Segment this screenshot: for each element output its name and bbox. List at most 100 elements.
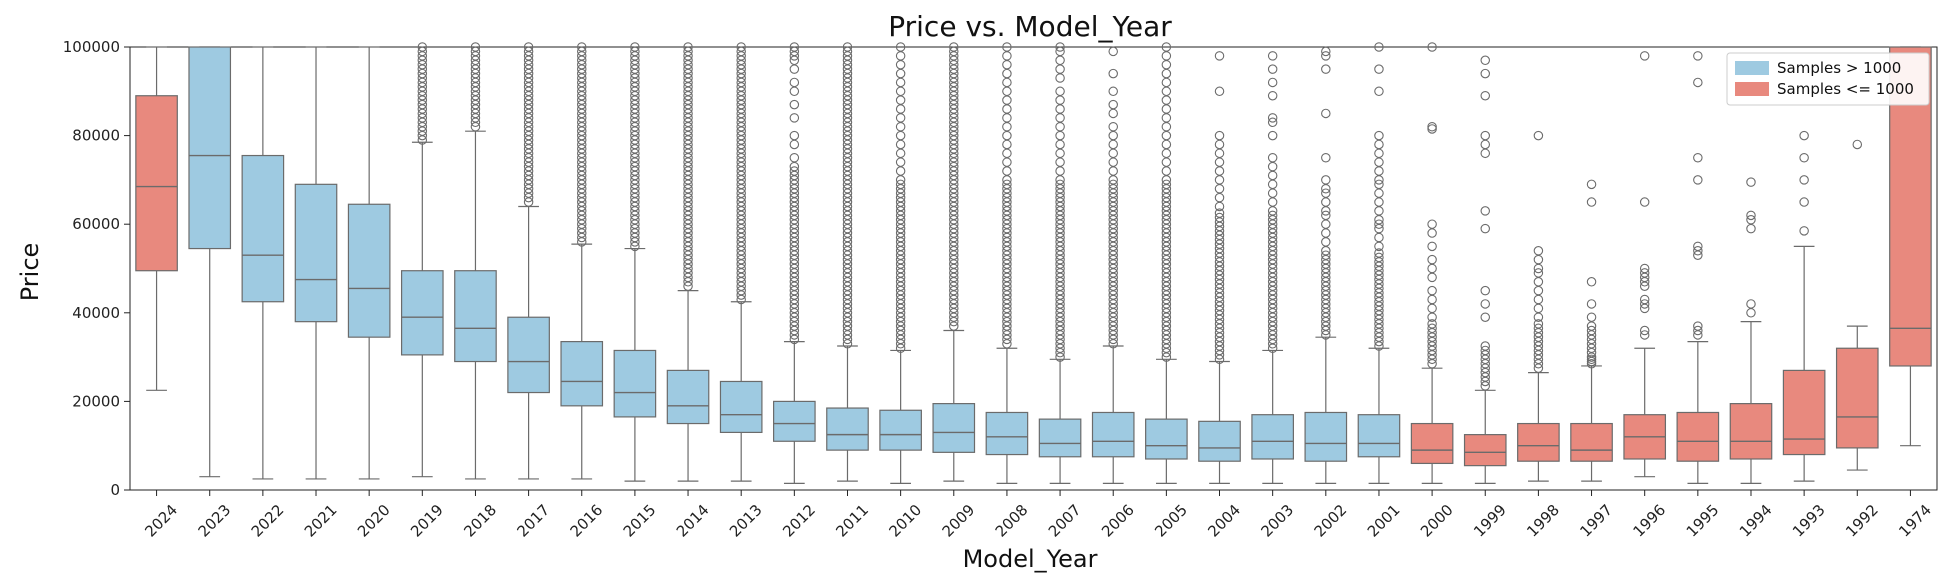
box-1995 — [1676, 51, 1720, 484]
flier-point — [842, 42, 853, 52]
x-tick-label-1999: 1999 — [1470, 501, 1510, 541]
flier-point — [1108, 46, 1118, 57]
flier-point — [1267, 64, 1278, 74]
x-tick-label-2006: 2006 — [1098, 501, 1138, 541]
flier-point — [1799, 226, 1809, 236]
flier-point — [576, 46, 587, 57]
flier-point — [630, 42, 640, 52]
x-tick-label-1974: 1974 — [1895, 501, 1935, 541]
flier-point — [1108, 68, 1118, 79]
flier-point — [1746, 299, 1756, 309]
box-2006 — [1091, 46, 1135, 484]
flier-point — [1267, 179, 1278, 190]
flier-point — [1161, 113, 1172, 123]
legend-swatch-1 — [1735, 82, 1769, 96]
legend-box — [1726, 52, 1930, 106]
box-body — [1517, 422, 1560, 462]
box-body — [613, 349, 657, 418]
flier-point — [1374, 219, 1384, 229]
flier-point — [1321, 175, 1331, 185]
flier-point — [1586, 179, 1597, 190]
flier-point — [1427, 121, 1437, 132]
flier-point — [1586, 312, 1597, 322]
flier-point — [1639, 325, 1650, 336]
flier-point — [1533, 277, 1544, 287]
x-tick-label-2008: 2008 — [992, 501, 1032, 541]
flier-point — [1214, 212, 1225, 223]
flier-point — [1267, 90, 1278, 101]
flier-point — [1108, 121, 1118, 132]
flier-point — [683, 42, 693, 52]
x-tick-label-2016: 2016 — [567, 501, 607, 541]
flier-point — [1055, 46, 1065, 57]
x-axis-label: Model_Year — [963, 545, 1098, 573]
flier-point — [1055, 113, 1065, 123]
flier-point — [1639, 294, 1650, 305]
flier-point — [1799, 197, 1809, 207]
legend-label-1: Samples <= 1000 — [1777, 80, 1914, 98]
flier-point — [1161, 179, 1172, 190]
flier-point — [1161, 130, 1172, 141]
box-2004 — [1198, 51, 1241, 484]
flier-point — [1108, 179, 1118, 190]
flier-point — [1693, 325, 1703, 336]
flier-point — [1214, 184, 1225, 194]
box-1992 — [1835, 139, 1879, 471]
flier-point — [1427, 219, 1437, 229]
box-body — [1463, 434, 1507, 467]
flier-point — [895, 148, 906, 159]
flier-point — [1055, 179, 1065, 190]
flier-point — [1002, 166, 1012, 176]
flier-point — [1055, 95, 1065, 105]
flier-point — [1586, 299, 1597, 309]
box-2022 — [241, 46, 285, 480]
chart-title: Price vs. Model_Year — [888, 10, 1172, 43]
flier-point — [1374, 252, 1384, 263]
box-body — [1357, 414, 1401, 458]
flier-point — [789, 99, 800, 110]
flier-point — [1480, 90, 1491, 101]
flier-point — [789, 86, 800, 97]
flier-point — [1267, 51, 1278, 61]
flier-point — [1480, 299, 1491, 309]
x-tick-label-2007: 2007 — [1045, 501, 1085, 541]
x-tick-label-1995: 1995 — [1683, 501, 1723, 541]
box-body — [985, 411, 1029, 456]
flier-point — [1746, 308, 1756, 318]
flier-point — [1267, 153, 1278, 163]
flier-point — [1161, 42, 1172, 52]
flier-point — [895, 130, 906, 141]
flier-point — [1002, 121, 1012, 132]
flier-point — [1267, 161, 1278, 172]
flier-point — [895, 113, 906, 123]
box-1999 — [1463, 55, 1507, 484]
flier-point — [1374, 148, 1384, 159]
flier-point — [1055, 139, 1065, 150]
plot-frame — [129, 46, 1938, 491]
flier-point — [1533, 323, 1544, 334]
flier-point — [1002, 59, 1012, 70]
flier-point — [1693, 321, 1703, 331]
flier-point — [1321, 153, 1331, 163]
flier-point — [1427, 228, 1437, 238]
box-1994 — [1729, 177, 1773, 484]
flier-point — [895, 121, 906, 132]
box-body — [879, 409, 922, 451]
flier-point — [1055, 104, 1065, 114]
x-tick-label-1994: 1994 — [1736, 501, 1776, 541]
flier-point — [1321, 108, 1331, 119]
flier-point — [1693, 246, 1703, 256]
flier-point — [1161, 148, 1172, 159]
flier-point — [1374, 130, 1384, 141]
flier-point — [1055, 157, 1065, 167]
flier-point — [1002, 95, 1012, 105]
box-body — [135, 95, 178, 272]
box-body — [507, 316, 550, 394]
flier-point — [895, 179, 906, 190]
flier-point — [470, 46, 481, 57]
box-2017 — [507, 42, 550, 480]
flier-point — [1214, 175, 1225, 185]
flier-point — [789, 166, 800, 176]
box-2014 — [666, 42, 710, 482]
